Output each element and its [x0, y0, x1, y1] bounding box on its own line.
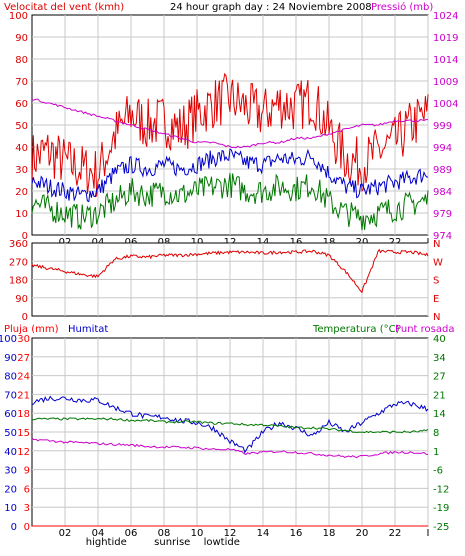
- pressure-axis-tick: 1004: [433, 99, 458, 110]
- temperature-axis-tick: 8: [433, 428, 439, 439]
- series-direction: [31, 248, 429, 294]
- series-humidity: [31, 395, 429, 454]
- temperature-axis-tick: 34: [433, 353, 446, 364]
- wind-axis-tick: 10: [15, 209, 28, 220]
- rain-axis-tick: 21: [17, 390, 30, 401]
- pressure-axis-tick: 1024: [433, 11, 458, 22]
- temperature-axis-tick: 27: [433, 372, 446, 383]
- temperature-axis-tick: 14: [433, 409, 446, 420]
- temperature-axis-tick: 1: [433, 447, 439, 458]
- pressure-axis-tick: 1009: [433, 77, 458, 88]
- pressure-axis-tick: 979: [433, 209, 452, 220]
- wind-axis-tick: 50: [15, 121, 28, 132]
- x-tick-label: 10: [191, 528, 204, 539]
- temp-title: Temperatura (°C): [312, 324, 400, 335]
- wind-axis-tick: 40: [15, 143, 28, 154]
- x-tick-label: 02: [59, 528, 72, 539]
- dew-title: Punt rosada: [395, 324, 454, 335]
- humidity-temperature-panel: 1009080706050403020100302724211815129630…: [0, 334, 449, 548]
- rain-title: Pluja (mm): [4, 324, 59, 335]
- x-tick-label: 22: [389, 528, 402, 539]
- rain-axis-tick: 6: [24, 484, 30, 495]
- pressure-axis-tick: 974: [433, 231, 452, 242]
- pressure-axis-tick: 989: [433, 165, 452, 176]
- temperature-axis-tick: -6: [433, 466, 443, 477]
- pressure-axis-tick: 999: [433, 121, 452, 132]
- direction-axis-tick: 0: [22, 312, 28, 323]
- wind-axis-tick: 0: [22, 231, 28, 242]
- x-tick-label: 16: [290, 528, 303, 539]
- rain-axis-tick: 27: [17, 353, 30, 364]
- direction-axis-tick: 90: [15, 294, 28, 305]
- x-tick-label: 06: [125, 528, 138, 539]
- rain-axis-tick: 3: [24, 503, 30, 514]
- compass-axis-tick: S: [433, 276, 439, 287]
- x-tick-label: I: [427, 528, 430, 539]
- wind-axis-tick: 100: [9, 11, 28, 22]
- pressure-axis-tick: 1019: [433, 33, 458, 44]
- compass-axis-tick: W: [433, 257, 443, 268]
- header-left: Velocitat del vent (kmh): [4, 2, 124, 13]
- wind-axis-tick: 80: [15, 55, 28, 66]
- header-right: Pressió (mb): [371, 1, 433, 13]
- x-tick-label: 20: [356, 528, 369, 539]
- x-tick-label: 04: [92, 528, 105, 539]
- humidity-axis-tick: 30: [4, 466, 17, 477]
- x-event-label: sunrise: [154, 537, 190, 548]
- temperature-axis-tick: -12: [433, 484, 449, 495]
- rain-axis-tick: 15: [17, 428, 30, 439]
- series-min: [31, 173, 429, 231]
- temperature-axis-tick: -19: [433, 503, 449, 514]
- humidity-title: Humitat: [68, 324, 108, 335]
- humidity-axis-tick: 90: [4, 353, 17, 364]
- humidity-axis-tick: 10: [4, 503, 17, 514]
- wind-axis-tick: 30: [15, 165, 28, 176]
- series-temperature: [31, 417, 429, 434]
- wind-axis-tick: 90: [15, 33, 28, 44]
- pressure-axis-tick: 984: [433, 187, 452, 198]
- temperature-axis-tick: -25: [433, 522, 449, 533]
- wind-axis-tick: 70: [15, 77, 28, 88]
- humidity-axis-tick: 20: [4, 484, 17, 495]
- wind-axis-tick: 20: [15, 187, 28, 198]
- x-event-label: lowtide: [204, 537, 240, 548]
- x-event-label: hightide: [86, 537, 127, 548]
- wind-axis-tick: 60: [15, 99, 28, 110]
- pressure-axis-tick: 994: [433, 143, 452, 154]
- rain-axis-tick: 18: [17, 409, 30, 420]
- x-tick-label: 18: [323, 528, 336, 539]
- humidity-axis-tick: 70: [4, 390, 17, 401]
- direction-axis-tick: 180: [9, 276, 28, 287]
- rain-axis-tick: 9: [24, 466, 30, 477]
- rain-axis-tick: 0: [24, 522, 30, 533]
- direction-axis-tick: 270: [9, 257, 28, 268]
- pressure-axis-tick: 1014: [433, 55, 458, 66]
- temperature-axis-tick: 21: [433, 390, 446, 401]
- series-dewpoint: [31, 437, 429, 459]
- x-tick-label: 12: [224, 528, 237, 539]
- temperature-axis-tick: 40: [433, 334, 446, 345]
- humidity-axis-tick: 50: [4, 428, 17, 439]
- rain-axis-tick: 12: [17, 447, 30, 458]
- x-tick-label: 14: [257, 528, 270, 539]
- series-pressure: [31, 98, 428, 149]
- series-gust: [31, 72, 429, 197]
- compass-axis-tick: N: [433, 239, 440, 250]
- header-center: 24 hour graph day : 24 Noviembre 2008: [170, 2, 372, 13]
- direction-axis-tick: 360: [9, 239, 28, 250]
- humidity-axis-tick: 40: [4, 447, 17, 458]
- x-tick-label: 08: [158, 528, 171, 539]
- humidity-axis-tick: 60: [4, 409, 17, 420]
- humidity-axis-tick: 80: [4, 372, 17, 383]
- series-avg: [31, 148, 429, 203]
- compass-axis-tick: N: [433, 312, 440, 323]
- humidity-axis-tick: 0: [11, 522, 17, 533]
- humidity-axis-tick: 100: [0, 334, 17, 345]
- rain-axis-tick: 30: [17, 334, 30, 345]
- compass-axis-tick: E: [433, 294, 439, 305]
- rain-axis-tick: 24: [17, 372, 30, 383]
